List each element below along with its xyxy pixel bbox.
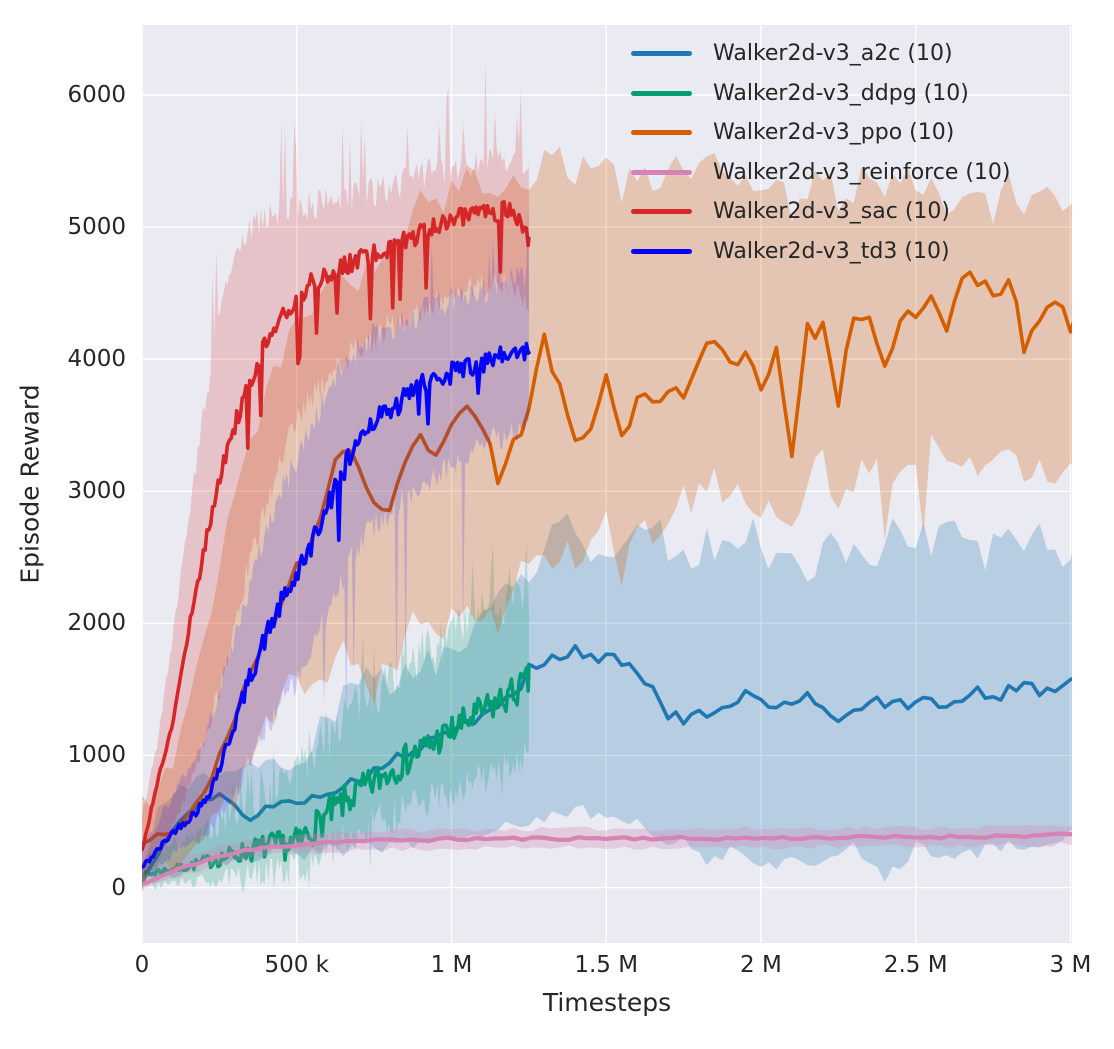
y-tick-label: 3000 [67,478,126,505]
series-line-a2c [142,644,1072,885]
series-band-ppo [142,146,1072,891]
y-tick-label: 2000 [67,610,126,637]
legend-line-swatch-ddpg [631,90,692,96]
legend-item-sac: Walker2d-v3_sac (10) [631,192,1011,232]
legend-item-td3: Walker2d-v3_td3 (10) [631,232,1011,272]
series-group [142,59,1072,893]
y-tick-label: 4000 [67,346,126,373]
series-line-reinforce [142,831,1072,887]
legend-item-a2c: Walker2d-v3_a2c (10) [631,34,1011,74]
legend-line-swatch-a2c [631,51,692,57]
gridlines [141,25,1072,943]
legend-label: Walker2d-v3_td3 (10) [713,238,950,264]
series-line-sac [142,200,531,852]
series-line-td3 [142,341,531,869]
y-tick-label: 1000 [67,742,126,769]
y-tick-label: 0 [111,874,126,901]
x-tick-label: 2 M [740,952,782,978]
legend-label: Walker2d-v3_ddpg (10) [713,80,969,106]
series-line-ddpg [142,663,531,883]
legend-line-swatch-reinforce [631,169,692,175]
legend: Walker2d-v3_a2c (10) Walker2d-v3_ddpg (10… [631,34,1011,271]
legend-line-swatch-td3 [631,248,692,254]
x-tick-label: 500 k [264,952,329,978]
legend-item-ppo: Walker2d-v3_ppo (10) [631,113,1011,153]
legend-item-reinforce: Walker2d-v3_reinforce (10) [631,153,1011,193]
x-tick-label: 2.5 M [883,952,948,978]
y-tick-label: 5000 [67,214,126,241]
legend-label: Walker2d-v3_reinforce (10) [713,159,1011,185]
series-band-a2c [142,513,1072,882]
series-band-sac [142,59,529,880]
x-tick-label: 1 M [430,952,473,978]
legend-label: Walker2d-v3_a2c (10) [713,41,953,67]
legend-item-ddpg: Walker2d-v3_ddpg (10) [631,74,1011,114]
x-tick-label: 0 [134,952,150,978]
legend-label: Walker2d-v3_sac (10) [713,199,950,225]
x-tick-label: 3 M [1049,952,1092,978]
legend-label: Walker2d-v3_ppo (10) [713,120,955,146]
y-tick-label: 6000 [67,82,126,108]
y-axis-label: Episode Reward [15,384,45,584]
x-axis-label: Timesteps [542,988,672,1017]
legend-line-swatch-ppo [631,130,692,136]
legend-line-swatch-sac [631,209,692,215]
x-tick-label: 1.5 M [574,952,639,978]
